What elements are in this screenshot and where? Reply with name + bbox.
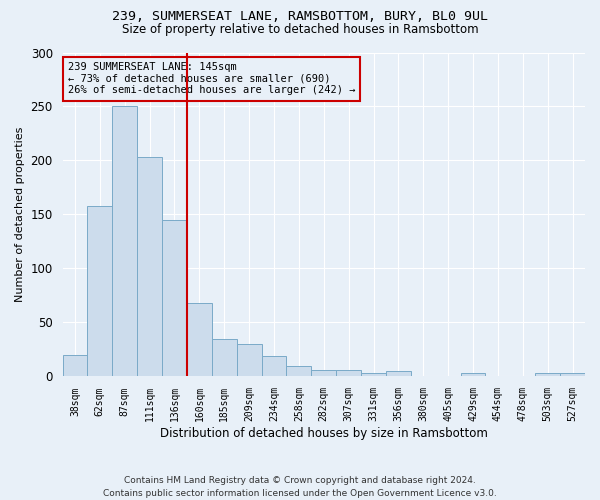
Bar xyxy=(112,106,137,376)
Bar xyxy=(236,344,262,376)
Bar xyxy=(336,370,361,376)
Y-axis label: Number of detached properties: Number of detached properties xyxy=(15,127,25,302)
Bar xyxy=(187,303,212,376)
Text: Contains HM Land Registry data © Crown copyright and database right 2024.
Contai: Contains HM Land Registry data © Crown c… xyxy=(103,476,497,498)
Bar xyxy=(262,356,286,376)
Bar xyxy=(212,338,236,376)
Bar xyxy=(162,220,187,376)
Text: 239, SUMMERSEAT LANE, RAMSBOTTOM, BURY, BL0 9UL: 239, SUMMERSEAT LANE, RAMSBOTTOM, BURY, … xyxy=(112,10,488,23)
Bar xyxy=(62,355,88,376)
Bar xyxy=(311,370,336,376)
Bar xyxy=(560,373,585,376)
Bar xyxy=(137,158,162,376)
Bar xyxy=(461,373,485,376)
Bar xyxy=(88,206,112,376)
Bar xyxy=(361,373,386,376)
X-axis label: Distribution of detached houses by size in Ramsbottom: Distribution of detached houses by size … xyxy=(160,427,488,440)
Text: 239 SUMMERSEAT LANE: 145sqm
← 73% of detached houses are smaller (690)
26% of se: 239 SUMMERSEAT LANE: 145sqm ← 73% of det… xyxy=(68,62,355,96)
Text: Size of property relative to detached houses in Ramsbottom: Size of property relative to detached ho… xyxy=(122,22,478,36)
Bar xyxy=(386,371,411,376)
Bar xyxy=(535,373,560,376)
Bar xyxy=(286,366,311,376)
